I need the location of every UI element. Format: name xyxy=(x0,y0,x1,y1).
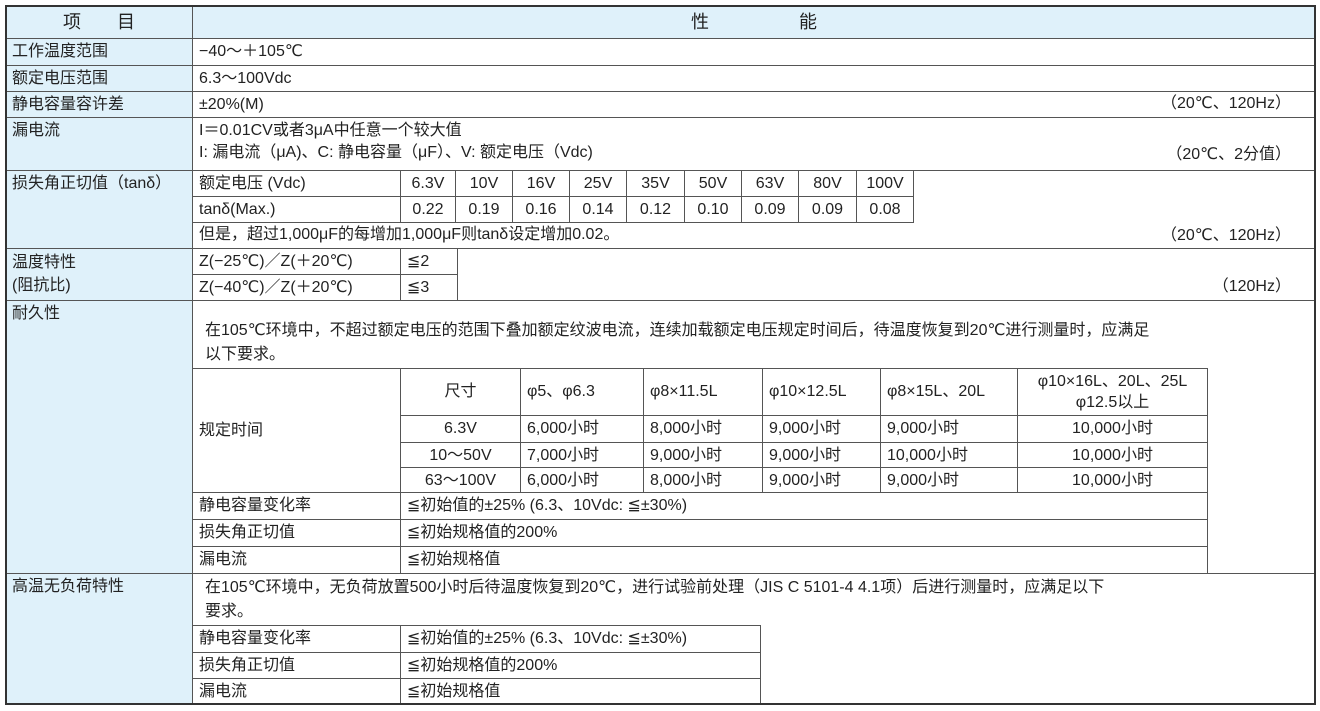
tan-note: （20℃、120Hz） xyxy=(1160,227,1291,244)
tan-voltage-cell: 63V xyxy=(741,170,799,197)
tan-value-cell: 0.16 xyxy=(512,196,570,223)
endurance-label: 耐久性 xyxy=(5,300,193,574)
shelf-text-2: 要求。 xyxy=(205,603,254,620)
leakage-note: （20℃、2分值） xyxy=(1166,146,1291,163)
temp-char-value: ≦3 xyxy=(400,274,458,301)
endurance-hours-cell: 10,000小时 xyxy=(1017,442,1208,468)
cap-tol-value: ±20%(M) xyxy=(199,96,264,113)
shelf-criteria-value: ≦初始值的±25% (6.3、10Vdc: ≦±30%) xyxy=(400,625,761,653)
size-line-2: φ12.5以上 xyxy=(1075,394,1150,411)
shelf-criteria-value: ≦初始规格值的200% xyxy=(400,652,761,680)
tan-voltage-cell: 35V xyxy=(626,170,685,197)
tan-voltage-cell: 80V xyxy=(798,170,857,197)
shelf-criteria-label: 静电容量变化率 xyxy=(192,625,401,653)
cap-tol-cell: ±20%(M) （20℃、120Hz） xyxy=(192,91,1316,118)
leakage-line2: I: 漏电流（μA)、C: 静电容量（μF）、V: 额定电压（Vdc) xyxy=(199,144,593,161)
endurance-hours-cell: 9,000小时 xyxy=(643,442,763,468)
tan-value-cell: 0.12 xyxy=(626,196,685,223)
temp-char-label-1: 温度特性 xyxy=(12,254,77,271)
endurance-criteria-value: ≦初始规格值的200% xyxy=(400,519,1208,547)
endurance-criteria-value: ≦初始规格值 xyxy=(400,546,1208,574)
tan-voltage-cell: 10V xyxy=(455,170,513,197)
endurance-size-header: φ10×12.5L xyxy=(762,368,881,416)
header-performance: 性 能 xyxy=(192,5,1316,39)
endurance-size-header: φ8×15L、20L xyxy=(880,368,1018,416)
tan-voltage-cell: 16V xyxy=(512,170,570,197)
tan-value-cell: 0.08 xyxy=(856,196,914,223)
shelf-label: 高温无负荷特性 xyxy=(5,573,193,705)
endurance-size-header: φ8×11.5L xyxy=(643,368,763,416)
temp-char-label-2: (阻抗比) xyxy=(12,277,71,294)
endurance-size-header: φ10×16L、20L、25L φ12.5以上 xyxy=(1017,368,1208,416)
cap-tol-label: 静电容量容许差 xyxy=(5,91,193,118)
endurance-hours-cell: 8,000小时 xyxy=(643,467,763,493)
endurance-criteria-label: 损失角正切值 xyxy=(192,519,401,547)
tan-remark: 但是，超过1,000μF的每增加1,000μF则tanδ设定增加0.02。 xyxy=(199,226,620,243)
endurance-hours-cell: 9,000小时 xyxy=(762,467,881,493)
temp-char-cond: Z(−25℃)／Z(＋20℃) xyxy=(192,248,401,275)
endurance-criteria-label: 漏电流 xyxy=(192,546,401,574)
endurance-hours-cell: 9,000小时 xyxy=(880,467,1018,493)
temp-char-cond: Z(−40℃)／Z(＋20℃) xyxy=(192,274,401,301)
endurance-hours-cell: 10,000小时 xyxy=(1017,467,1208,493)
op-temp-value: −40～＋105℃ xyxy=(192,38,1316,66)
endurance-hours-cell: 9,000小时 xyxy=(880,415,1018,443)
temp-char-label: 温度特性 (阻抗比) xyxy=(5,248,193,301)
tan-label: 损失角正切值（tanδ） xyxy=(5,170,193,249)
shelf-criteria-label: 漏电流 xyxy=(192,678,401,705)
tan-value-cell: 0.10 xyxy=(684,196,742,223)
endurance-hours-cell: 6,000小时 xyxy=(520,415,644,443)
endurance-criteria-value: ≦初始值的±25% (6.3、10Vdc: ≦±30%) xyxy=(400,492,1208,520)
temp-char-note: （120Hz） xyxy=(1212,278,1291,295)
temp-char-value: ≦2 xyxy=(400,248,458,275)
tan-voltage-label: 额定电压 (Vdc) xyxy=(192,170,401,197)
tan-voltage-cell: 6.3V xyxy=(400,170,456,197)
shelf-criteria-value: ≦初始规格值 xyxy=(400,678,761,705)
tan-value-cell: 0.22 xyxy=(400,196,456,223)
endurance-hours-cell: 7,000小时 xyxy=(520,442,644,468)
shelf-text-1: 在105℃环境中，无负荷放置500小时后待温度恢复到20℃，进行试验前处理（JI… xyxy=(205,579,1105,596)
endurance-hours-cell: 10,000小时 xyxy=(880,442,1018,468)
tan-value-cell: 0.19 xyxy=(455,196,513,223)
tan-voltage-cell: 25V xyxy=(569,170,627,197)
leakage-label: 漏电流 xyxy=(5,117,193,171)
tan-voltage-cell: 50V xyxy=(684,170,742,197)
endurance-voltage-cell: 63～100V xyxy=(400,467,521,493)
endurance-hours-cell: 9,000小时 xyxy=(762,442,881,468)
header-item: 项 目 xyxy=(5,5,193,39)
endurance-hours-cell: 10,000小时 xyxy=(1017,415,1208,443)
tan-value-cell: 0.14 xyxy=(569,196,627,223)
endurance-text-2: 以下要求。 xyxy=(205,346,286,363)
endurance-time-label: 规定时间 xyxy=(192,368,401,493)
endurance-hours-cell: 8,000小时 xyxy=(643,415,763,443)
leakage-line1: I＝0.01CV或者3μA中任意一个较大值 xyxy=(199,122,462,139)
rated-voltage-label: 额定电压范围 xyxy=(5,65,193,92)
op-temp-label: 工作温度范围 xyxy=(5,38,193,66)
size-line-1: φ10×16L、20L、25L xyxy=(1037,373,1188,390)
endurance-voltage-cell: 6.3V xyxy=(400,415,521,443)
endurance-text-1: 在105℃环境中，不超过额定电压的范围下叠加额定纹波电流，连续加载额定电压规定时… xyxy=(205,322,1150,339)
endurance-hours-cell: 9,000小时 xyxy=(762,415,881,443)
cap-tol-note: （20℃、120Hz） xyxy=(1160,95,1291,112)
endurance-voltage-cell: 10～50V xyxy=(400,442,521,468)
endurance-size-label: 尺寸 xyxy=(400,368,521,416)
endurance-size-header: φ5、φ6.3 xyxy=(520,368,644,416)
leakage-cell: I＝0.01CV或者3μA中任意一个较大值 I: 漏电流（μA)、C: 静电容量… xyxy=(192,117,1316,171)
endurance-criteria-label: 静电容量变化率 xyxy=(192,492,401,520)
tan-value-cell: 0.09 xyxy=(741,196,799,223)
tan-value-cell: 0.09 xyxy=(798,196,857,223)
tan-voltage-cell: 100V xyxy=(856,170,914,197)
tan-max-label: tanδ(Max.) xyxy=(192,196,401,223)
shelf-criteria-label: 损失角正切值 xyxy=(192,652,401,680)
endurance-hours-cell: 6,000小时 xyxy=(520,467,644,493)
rated-voltage-value: 6.3～100Vdc xyxy=(192,65,1316,92)
